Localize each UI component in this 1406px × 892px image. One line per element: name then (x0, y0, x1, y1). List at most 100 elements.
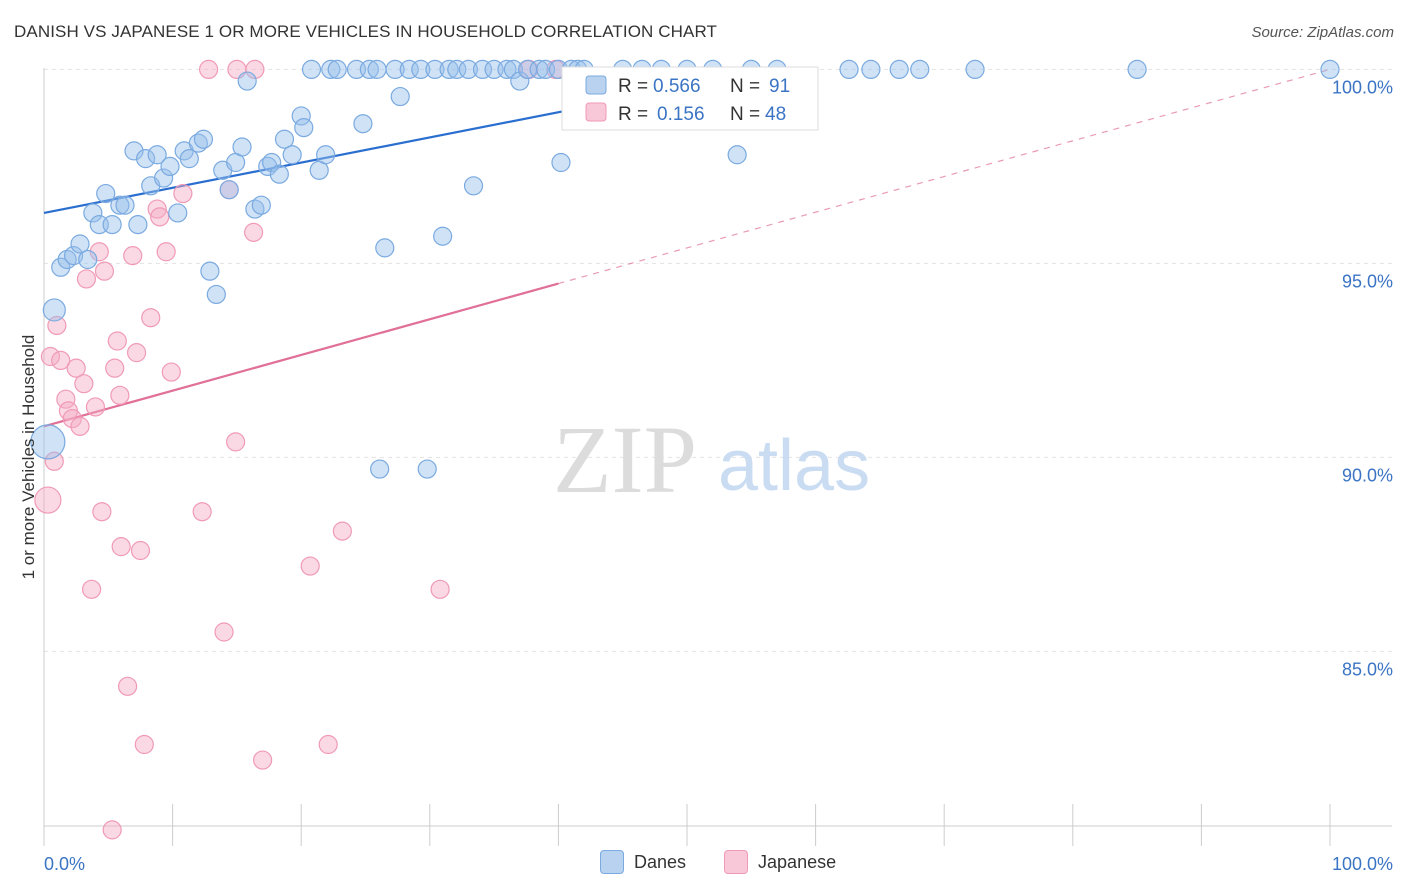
danes-point (529, 59, 549, 80)
japanese-r-value: 0.156 (657, 104, 705, 125)
danes-point (115, 195, 135, 215)
japanese-point (102, 820, 122, 840)
danes-point (399, 59, 419, 80)
legend-danes-label: Danes (634, 851, 687, 872)
danes-swatch (585, 75, 607, 95)
danes-point (179, 149, 199, 169)
japanese-point (199, 59, 219, 80)
danes-point (110, 195, 130, 215)
japanese-point (111, 537, 131, 557)
danes-point (237, 71, 257, 91)
danes-point (889, 59, 909, 80)
danes-point (83, 203, 103, 223)
japanese-point (40, 346, 61, 367)
chart-title: DANISH VS JAPANESE 1 OR MORE VEHICLES IN… (14, 22, 717, 41)
japanese-point (214, 622, 234, 642)
danes-point (160, 156, 180, 176)
japanese-point (150, 207, 170, 227)
danes-point (294, 117, 314, 138)
danes-point (291, 106, 311, 126)
japanese-point (126, 343, 147, 363)
trend-line-dashed (558, 68, 1331, 285)
danes-point (78, 249, 98, 270)
danes-point (70, 234, 90, 254)
danes-point (458, 59, 478, 80)
danes-point (206, 284, 226, 305)
y-tick-label: 90.0% (1342, 465, 1393, 485)
danes-r-label: R = (618, 76, 648, 97)
stats-legend: R = 0.566 N = 91 R = 0.156 N = 48 (561, 66, 819, 131)
x-tick-labels: 0.0% 100.0% (44, 854, 1393, 874)
japanese-point (70, 416, 90, 436)
danes-point (193, 129, 214, 149)
japanese-point (66, 358, 86, 378)
japanese-point (107, 331, 127, 351)
danes-point (370, 459, 390, 479)
japanese-n-label: N = (730, 104, 760, 125)
danes-point (96, 183, 116, 204)
japanese-point (300, 556, 320, 576)
japanese-point (123, 246, 143, 266)
japanese-point (56, 389, 76, 409)
danes-point (316, 145, 336, 165)
japanese-point (51, 350, 71, 370)
japanese-point (192, 502, 212, 522)
japanese-point (173, 183, 193, 204)
japanese-point (74, 374, 94, 394)
danes-point (839, 59, 859, 80)
danes-point (30, 424, 66, 460)
data-points (30, 59, 1340, 840)
watermark-atlas: atlas (718, 426, 870, 506)
danes-point (727, 145, 747, 165)
japanese-point (161, 362, 181, 382)
danes-point (411, 59, 431, 80)
japanese-point (318, 734, 338, 755)
danes-point (463, 176, 484, 196)
japanese-point (226, 432, 246, 452)
danes-point (390, 86, 410, 107)
japanese-point (244, 222, 264, 242)
danes-point (497, 59, 517, 80)
danes-n-value: 91 (769, 76, 790, 97)
japanese-point (253, 750, 273, 770)
y-tick-label: 85.0% (1342, 659, 1393, 679)
y-tick-labels: 85.0% 90.0% 95.0% 100.0% (1332, 77, 1393, 679)
danes-point (102, 215, 122, 235)
danes-point (503, 59, 523, 80)
danes-point (147, 145, 167, 165)
danes-point (282, 145, 302, 165)
japanese-point (89, 242, 109, 262)
danes-r-value: 0.566 (653, 76, 701, 97)
danes-n-label: N = (730, 76, 760, 97)
danes-point (425, 59, 445, 80)
legend-japanese-label: Japanese (758, 851, 837, 872)
japanese-point (76, 269, 97, 289)
x-tick-label: 0.0% (44, 854, 85, 874)
danes-point (1127, 59, 1147, 80)
japanese-point (110, 385, 130, 405)
danes-point (200, 261, 220, 281)
japanese-point (117, 676, 138, 696)
japanese-point (94, 261, 115, 281)
danes-point (1320, 59, 1340, 80)
japanese-point (430, 579, 450, 599)
danes-point (42, 298, 66, 322)
japanese-point (92, 502, 112, 522)
danes-point (861, 59, 881, 80)
japanese-point (147, 199, 167, 219)
danes-point (124, 141, 144, 161)
trend-line-solid (43, 282, 559, 428)
japanese-point (34, 486, 62, 514)
danes-point (63, 246, 84, 266)
danes-point (367, 59, 387, 80)
danes-point (551, 152, 571, 173)
watermark-zip: ZIP (553, 406, 697, 513)
danes-point (219, 180, 239, 200)
danes-point (965, 59, 985, 80)
japanese-point (105, 358, 125, 378)
japanese-point (332, 521, 352, 541)
danes-point (251, 195, 271, 215)
y-tick-label: 100.0% (1332, 77, 1393, 97)
danes-point (417, 459, 437, 479)
